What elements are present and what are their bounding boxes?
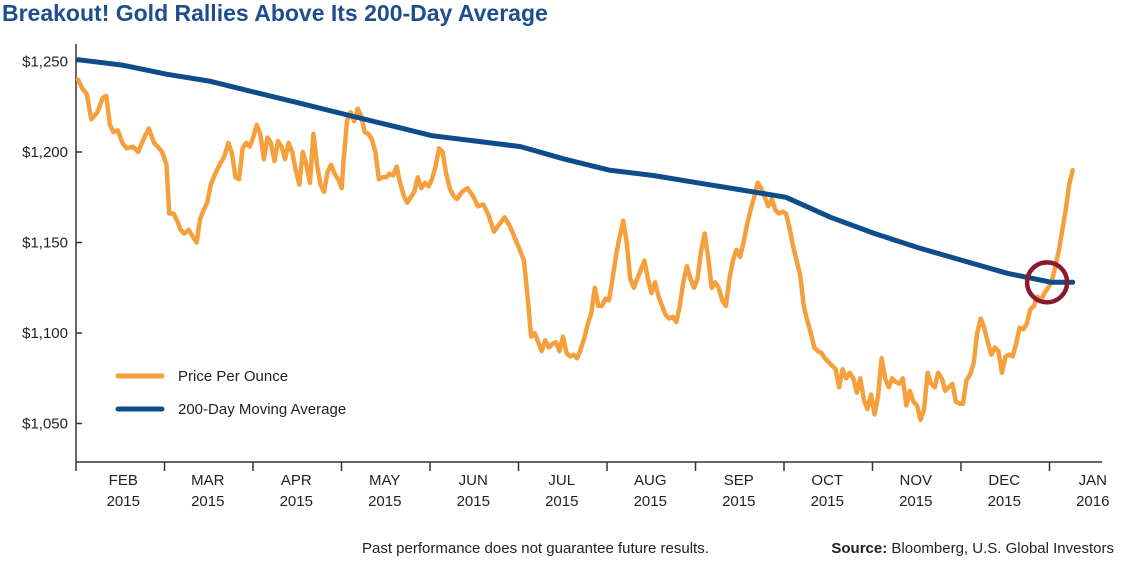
source-text: Bloomberg, U.S. Global Investors <box>891 540 1114 557</box>
x-tick-label: APR <box>281 472 312 489</box>
legend-label-price: Price Per Ounce <box>178 368 288 385</box>
x-tick-label-year: 2015 <box>811 493 844 510</box>
x-tick-label-year: 2015 <box>722 493 755 510</box>
x-tick-label-year: 2015 <box>457 493 490 510</box>
x-tick-label: JAN <box>1079 472 1107 489</box>
page-title: Breakout! Gold Rallies Above Its 200-Day… <box>2 0 548 26</box>
y-tick-label: $1,200 <box>22 144 68 161</box>
x-axis: FEB 2015 MAR 2015 APR 2015 MAY 2015 JUN 2015 JUL 20… <box>75 461 1109 510</box>
x-tick-label-year: 2015 <box>280 493 313 510</box>
x-tick-label: JUL <box>548 472 575 489</box>
x-tick-label-year: 2015 <box>191 493 224 510</box>
x-tick-label-year: 2015 <box>988 493 1021 510</box>
x-tick-label: MAY <box>369 472 400 489</box>
x-tick-label-year: 2015 <box>368 493 401 510</box>
y-tick-label: $1,100 <box>22 325 68 342</box>
source-note: Source: Bloomberg, U.S. Global Investors <box>831 540 1114 557</box>
x-tick-label: MAR <box>191 472 225 489</box>
x-tick-label-year: 2016 <box>1076 493 1109 510</box>
x-tick-label: NOV <box>899 472 932 489</box>
y-tick-label: $1,050 <box>22 416 68 433</box>
y-tick-label: $1,250 <box>22 54 68 71</box>
y-axis: $1,250 $1,200 $1,150 $1,100 $1,050 <box>22 44 82 462</box>
x-tick-label: SEP <box>724 472 754 489</box>
breakout-highlight-circle <box>1024 260 1070 305</box>
legend-label-average: 200-Day Moving Average <box>178 401 346 418</box>
series-layer <box>75 57 1076 423</box>
price-series-line <box>75 77 1075 423</box>
x-tick-label-year: 2015 <box>107 493 140 510</box>
annotation-layer <box>1024 260 1070 305</box>
x-tick-label: JUN <box>459 472 488 489</box>
moving-average-series-line <box>75 57 1076 285</box>
x-tick-label: FEB <box>109 472 138 489</box>
disclaimer: Past performance does not guarantee futu… <box>362 540 709 557</box>
x-tick-label: AUG <box>634 472 667 489</box>
chart-legend: Price Per Ounce 200-Day Moving Average <box>115 368 346 418</box>
x-tick-label: OCT <box>811 472 843 489</box>
x-tick-label-year: 2015 <box>634 493 667 510</box>
x-tick-label-year: 2015 <box>899 493 932 510</box>
source-label: Source: <box>831 540 888 557</box>
x-tick-label-year: 2015 <box>545 493 578 510</box>
y-tick-label: $1,150 <box>22 235 68 252</box>
x-tick-label: DEC <box>988 472 1020 489</box>
